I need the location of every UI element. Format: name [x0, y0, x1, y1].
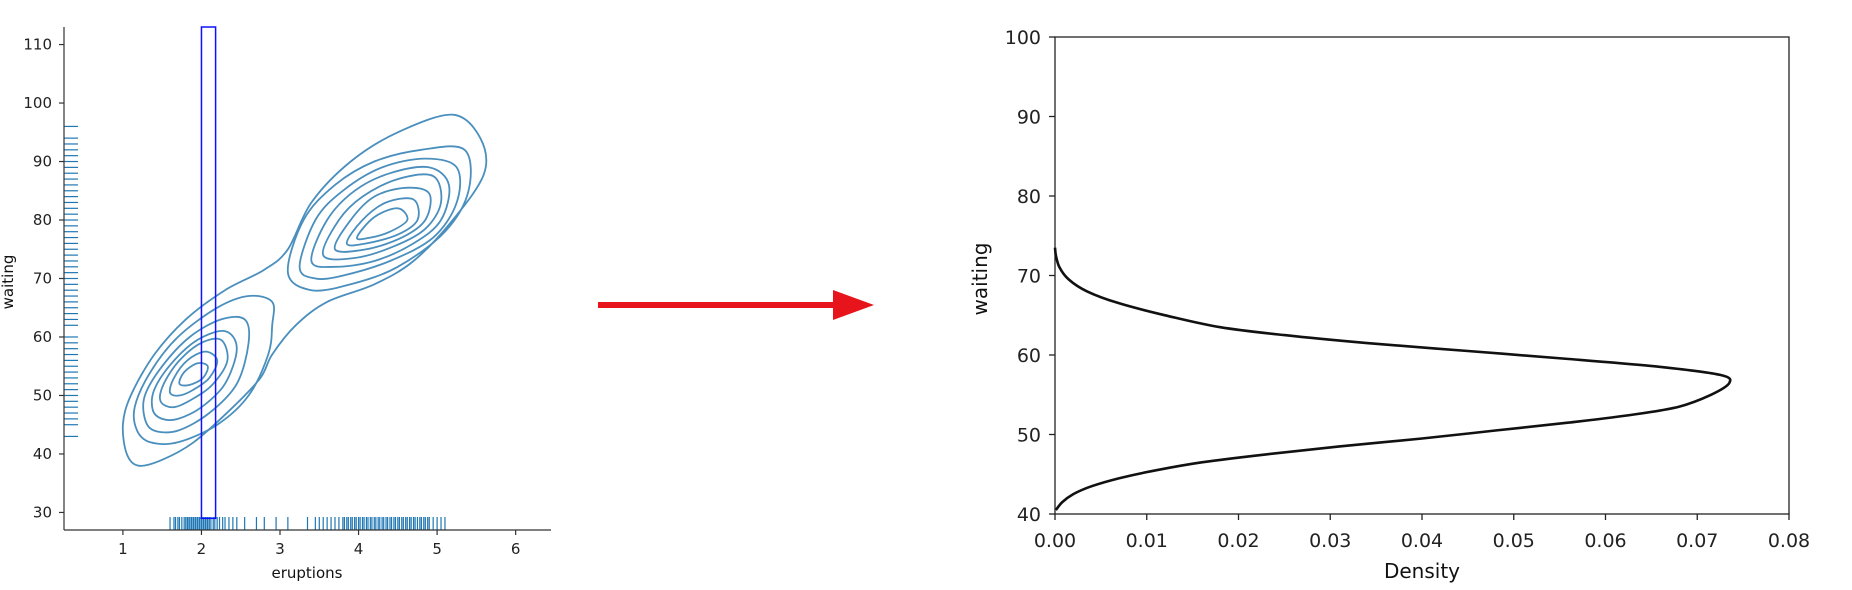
density-series-line — [1053, 247, 1732, 511]
contour-line-5 — [159, 337, 229, 409]
red-arrow — [598, 290, 874, 320]
x-tick-label: 4 — [354, 540, 364, 558]
density-line-chart: 40 50 60 70 80 90 100 0.00 0.01 0.02 0.03 0.04 0.05… — [968, 27, 1810, 583]
y-tick-label: 100 — [1005, 27, 1041, 49]
y-tick-label: 110 — [23, 36, 52, 54]
contour-line-8 — [286, 145, 472, 292]
y-tick-label: 40 — [1017, 504, 1041, 526]
y-ticks: 30 40 50 60 70 80 90 100 110 — [23, 36, 64, 521]
x-tick-label: 6 — [511, 540, 521, 558]
contour-line-10 — [310, 166, 451, 268]
x-ticks: 0.00 0.01 0.02 0.03 0.04 0.05 0.06 0.07 0.08 — [1034, 514, 1810, 552]
arrow-head — [833, 290, 874, 320]
kde-contour-chart: 30 40 50 60 70 80 90 100 110 1 2 3 4 5 6 eruptions wa… — [0, 26, 551, 582]
y-tick-label: 100 — [23, 94, 52, 112]
x-tick-label: 5 — [432, 540, 442, 558]
x-tick-label: 0.03 — [1309, 530, 1351, 552]
y-tick-label: 50 — [33, 386, 52, 404]
x-tick-label: 0.01 — [1126, 530, 1168, 552]
x-tick-label: 0.04 — [1401, 530, 1443, 552]
x-tick-label: 0.05 — [1493, 530, 1535, 552]
x-tick-label: 2 — [197, 540, 207, 558]
x-ticks: 1 2 3 4 5 6 — [118, 530, 520, 558]
x-tick-label: 1 — [118, 540, 128, 558]
y-tick-label: 70 — [33, 270, 52, 288]
contour-line-11 — [321, 173, 443, 261]
contour-line-4 — [150, 329, 238, 422]
contour-line-7 — [178, 362, 209, 387]
contour-line-9 — [298, 157, 462, 280]
y-tick-label: 60 — [1017, 345, 1041, 367]
y-tick-label: 30 — [33, 503, 52, 521]
y-ticks: 40 50 60 70 80 90 100 — [1005, 27, 1055, 526]
y-axis-label: waiting — [968, 243, 992, 316]
contour-lines — [121, 113, 488, 467]
x-tick-label: 0.07 — [1676, 530, 1718, 552]
y-tick-label: 50 — [1017, 425, 1041, 447]
contour-line-12 — [333, 186, 432, 253]
rug-x — [169, 517, 446, 530]
x-axis-label: eruptions — [272, 564, 343, 582]
x-tick-label: 0.08 — [1768, 530, 1810, 552]
y-tick-label: 60 — [33, 328, 52, 346]
highlight-box — [200, 26, 217, 520]
rug-y — [64, 125, 78, 438]
contour-line-1 — [121, 113, 488, 467]
y-axis-label: waiting — [0, 255, 17, 310]
contour-line-13 — [345, 197, 420, 247]
y-tick-label: 80 — [1017, 186, 1041, 208]
y-tick-label: 90 — [33, 153, 52, 171]
x-tick-label: 3 — [275, 540, 285, 558]
y-tick-label: 80 — [33, 211, 52, 229]
y-tick-label: 70 — [1017, 266, 1041, 288]
y-tick-label: 90 — [1017, 107, 1041, 129]
contour-line-3 — [142, 315, 251, 434]
x-tick-label: 0.06 — [1584, 530, 1626, 552]
y-tick-label: 40 — [33, 445, 52, 463]
contour-line-14 — [356, 207, 409, 241]
contour-line-6 — [168, 350, 219, 397]
x-axis-label: Density — [1384, 559, 1460, 583]
contour-line-2 — [132, 294, 275, 445]
x-tick-label: 0.00 — [1034, 530, 1076, 552]
plot-frame — [1054, 36, 1790, 515]
x-tick-label: 0.02 — [1217, 530, 1259, 552]
